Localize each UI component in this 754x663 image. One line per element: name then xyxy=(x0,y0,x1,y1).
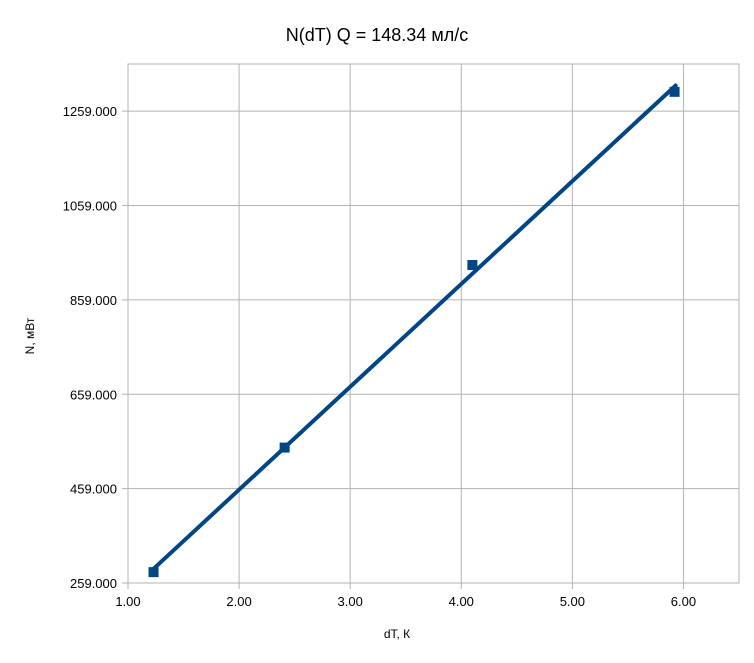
grid xyxy=(122,64,739,589)
x-tick-label: 5.00 xyxy=(560,594,585,609)
y-axis-ticks: 259.000 459.000 659.000 859.000 1059.000 1259… xyxy=(63,104,117,591)
x-tick-label: 2.00 xyxy=(226,594,251,609)
trend-line xyxy=(151,83,678,571)
chart-title: N(dT) Q = 148.34 мл/с xyxy=(286,25,468,45)
y-tick-label: 859.000 xyxy=(70,293,117,308)
y-axis-label: N, мВт xyxy=(23,317,37,354)
y-tick-label: 1059.000 xyxy=(63,199,117,214)
x-tick-label: 3.00 xyxy=(338,594,363,609)
y-tick-label: 659.000 xyxy=(70,387,117,402)
x-axis-label: dT, К xyxy=(384,627,410,641)
x-tick-label: 4.00 xyxy=(449,594,474,609)
data-point xyxy=(467,259,478,270)
x-tick-label: 1.00 xyxy=(115,594,140,609)
x-tick-label: 6.00 xyxy=(671,594,696,609)
plot-area xyxy=(127,63,740,584)
data-points xyxy=(148,86,680,578)
data-point xyxy=(279,442,290,453)
y-tick-label: 459.000 xyxy=(70,482,117,497)
x-axis-ticks: 1.00 2.00 3.00 4.00 5.00 6.00 xyxy=(115,594,696,609)
y-tick-label: 1259.000 xyxy=(63,104,117,119)
y-tick-label: 259.000 xyxy=(70,576,117,591)
data-point xyxy=(148,567,159,578)
data-point xyxy=(669,86,680,97)
